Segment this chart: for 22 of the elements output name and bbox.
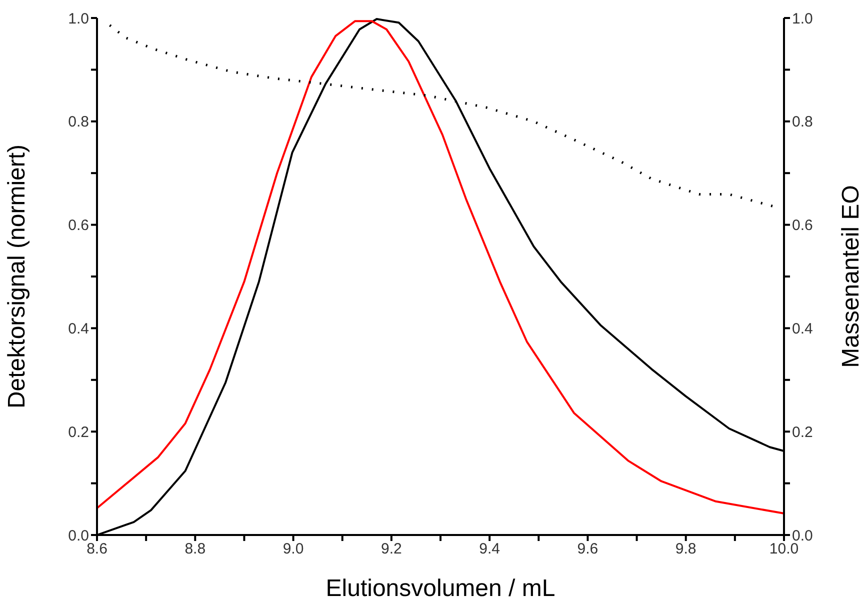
y-tick-label: 1.0 [68, 10, 89, 28]
y2-axis-title: Massenanteil EO [838, 185, 865, 368]
y2-tick-label: 0.4 [792, 320, 813, 338]
x-tick-label: 9.0 [282, 540, 304, 558]
y2-tick-label: 0.6 [792, 217, 813, 234]
x-tick-label: 9.2 [381, 540, 402, 558]
x-tick-label: 8.6 [86, 540, 108, 558]
y-tick-label: 0.0 [68, 527, 89, 544]
x-tick-label: 9.4 [479, 540, 500, 558]
line-series [108, 24, 774, 208]
y-tick-label: 0.2 [68, 424, 89, 441]
y2-tick-label: 0.2 [792, 424, 813, 441]
y-tick-label: 0.4 [68, 320, 89, 338]
y2-tick-label: 0.8 [792, 114, 813, 131]
y2-tick-label: 1.0 [792, 10, 813, 28]
x-axis-title: Elutionsvolumen / mL [326, 575, 556, 602]
y-tick-label: 0.8 [68, 114, 89, 131]
x-tick-label: 9.6 [577, 540, 598, 558]
x-tick-label: 8.8 [184, 540, 206, 558]
y-axis-title: Detektorsignal (normiert) [4, 144, 31, 409]
y-tick-label: 0.6 [68, 217, 89, 234]
x-tick-label: 9.8 [675, 540, 696, 558]
